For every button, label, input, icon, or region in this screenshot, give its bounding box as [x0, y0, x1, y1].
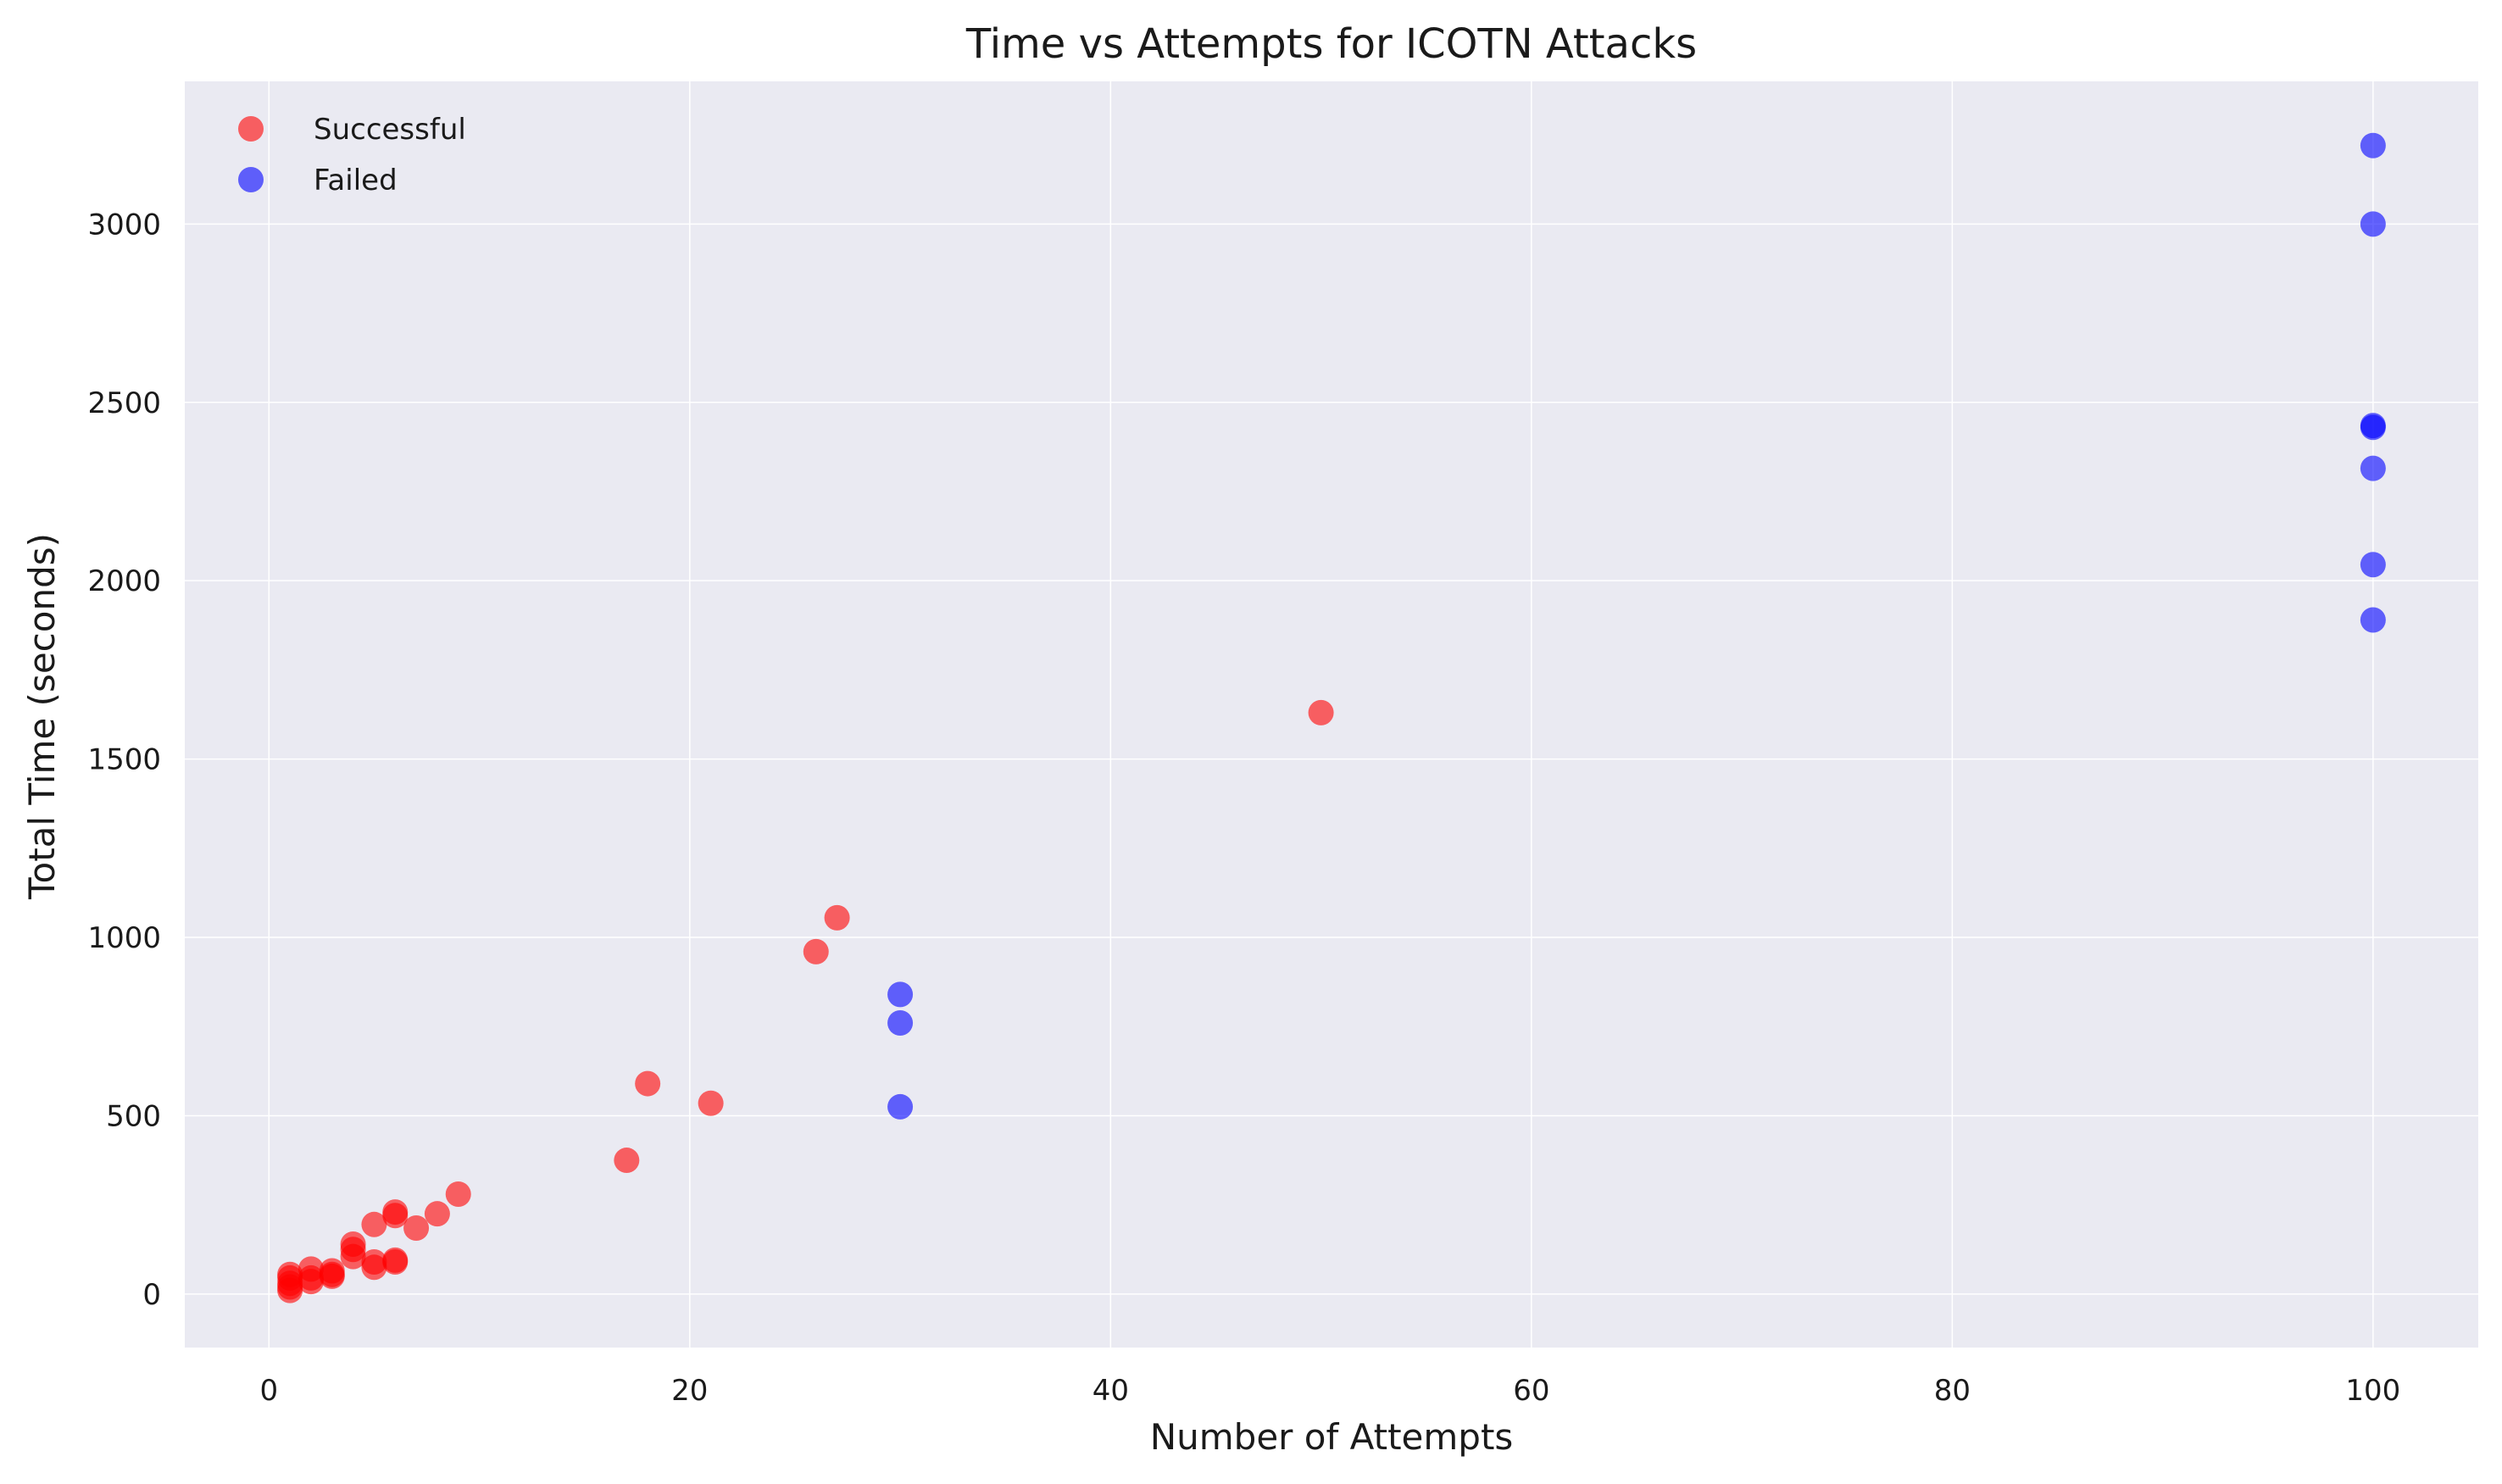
data-point — [445, 1181, 471, 1208]
grid-lines — [185, 81, 2478, 1348]
data-point — [614, 1148, 640, 1174]
data-point — [277, 1261, 303, 1287]
data-point — [340, 1231, 366, 1257]
data-point — [2360, 607, 2386, 633]
y-tick-label: 0 — [142, 1278, 161, 1312]
data-point — [803, 938, 829, 964]
data-point — [297, 1256, 324, 1282]
series-failed — [887, 132, 2386, 1120]
data-points — [277, 132, 2386, 1303]
y-tick-label: 1000 — [87, 921, 161, 955]
x-tick-label: 0 — [259, 1374, 278, 1408]
data-point — [1308, 699, 1334, 725]
legend-label: Successful — [314, 113, 466, 147]
data-point — [319, 1258, 345, 1284]
data-point — [698, 1090, 724, 1116]
x-axis-ticks: 0 20 40 60 80 100 — [259, 1374, 2400, 1408]
data-point — [2360, 552, 2386, 578]
x-tick-label: 40 — [1093, 1374, 1129, 1408]
data-point — [2360, 132, 2386, 158]
data-point — [887, 1010, 914, 1037]
data-point — [403, 1215, 430, 1242]
data-point — [2360, 211, 2386, 237]
data-point — [887, 981, 914, 1008]
y-tick-label: 1500 — [87, 743, 161, 777]
legend-label: Failed — [314, 164, 398, 197]
data-point — [2360, 455, 2386, 481]
data-point — [361, 1248, 387, 1275]
data-point — [382, 1247, 409, 1273]
data-point — [424, 1201, 450, 1227]
x-tick-label: 20 — [671, 1374, 708, 1408]
y-tick-label: 2000 — [87, 564, 161, 598]
legend-marker — [238, 116, 264, 142]
x-tick-label: 80 — [1934, 1374, 1971, 1408]
data-point — [635, 1070, 661, 1097]
x-tick-label: 60 — [1513, 1374, 1549, 1408]
y-tick-label: 500 — [106, 1099, 161, 1133]
y-tick-label: 3000 — [87, 208, 161, 242]
y-axis-ticks: 0 500 1000 1500 2000 2500 3000 — [87, 208, 161, 1312]
data-point — [361, 1211, 387, 1237]
x-tick-label: 100 — [2345, 1374, 2400, 1408]
data-point — [2360, 413, 2386, 439]
y-axis-label: Total Time (seconds) — [21, 533, 63, 900]
series-successful — [277, 699, 1334, 1303]
legend: Successful Failed — [238, 113, 466, 197]
data-point — [887, 1093, 914, 1120]
chart-title: Time vs Attempts for ICOTN Attacks — [965, 20, 1697, 68]
x-axis-label: Number of Attempts — [1150, 1416, 1514, 1458]
data-point — [824, 904, 850, 931]
data-point — [382, 1199, 409, 1226]
legend-marker — [238, 167, 264, 192]
y-tick-label: 2500 — [87, 386, 161, 420]
